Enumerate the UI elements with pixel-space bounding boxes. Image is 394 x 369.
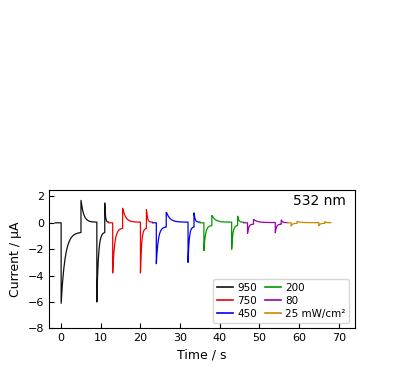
X-axis label: Time / s: Time / s [177, 349, 227, 362]
80 [245, 231, 250, 235]
200 [210, 213, 214, 218]
750 [150, 220, 155, 224]
80 [279, 222, 283, 227]
Line: 950: 950 [55, 200, 109, 303]
750 [106, 221, 111, 225]
450 [186, 246, 191, 251]
450 [154, 262, 159, 266]
200 [202, 248, 206, 253]
25 mW/cm² [304, 220, 309, 225]
80 [281, 220, 286, 224]
750 [110, 271, 115, 275]
450 [188, 232, 192, 237]
80 [266, 220, 271, 225]
450 [164, 210, 169, 214]
750 [132, 220, 137, 224]
450 [173, 219, 178, 224]
950 [102, 231, 107, 235]
200 [238, 219, 242, 224]
Y-axis label: Current / μA: Current / μA [9, 221, 22, 297]
450 [191, 225, 196, 229]
950 [85, 218, 90, 223]
750 [128, 219, 132, 223]
25 mW/cm² [289, 224, 294, 228]
200 [218, 219, 223, 224]
950 [106, 220, 111, 224]
80 [273, 227, 278, 232]
450 [197, 220, 202, 224]
750 [140, 236, 145, 240]
450 [178, 220, 183, 224]
25 mW/cm² [318, 222, 323, 226]
Line: 80: 80 [243, 220, 287, 233]
80 [285, 220, 290, 225]
950 [59, 301, 63, 306]
950 [79, 198, 84, 203]
750 [120, 206, 125, 210]
450 [194, 219, 199, 224]
25 mW/cm² [295, 219, 299, 224]
80 [275, 224, 279, 228]
950 [53, 221, 58, 225]
950 [104, 218, 109, 223]
80 [260, 220, 265, 224]
25 mW/cm² [309, 220, 314, 225]
200 [235, 224, 240, 228]
950 [97, 245, 102, 250]
80 [241, 221, 246, 225]
450 [150, 221, 155, 225]
Legend: 950, 750, 450, 200, 80, 25 mW/cm²: 950, 750, 450, 200, 80, 25 mW/cm² [213, 279, 349, 323]
25 mW/cm² [325, 220, 330, 225]
Line: 25 mW/cm²: 25 mW/cm² [287, 221, 331, 226]
Line: 200: 200 [200, 215, 243, 251]
25 mW/cm² [285, 221, 290, 225]
80 [251, 217, 256, 222]
750 [147, 219, 151, 223]
200 [223, 220, 228, 224]
750 [144, 226, 149, 231]
750 [139, 253, 143, 258]
200 [241, 220, 246, 224]
25 mW/cm² [322, 221, 327, 225]
25 mW/cm² [329, 220, 333, 225]
950 [95, 272, 100, 277]
Line: 750: 750 [109, 208, 152, 273]
Line: 450: 450 [152, 212, 200, 264]
950 [89, 220, 94, 224]
200 [231, 228, 236, 233]
200 [197, 221, 202, 225]
Text: 532 nm: 532 nm [293, 194, 346, 208]
200 [230, 238, 234, 242]
25 mW/cm² [317, 223, 322, 227]
